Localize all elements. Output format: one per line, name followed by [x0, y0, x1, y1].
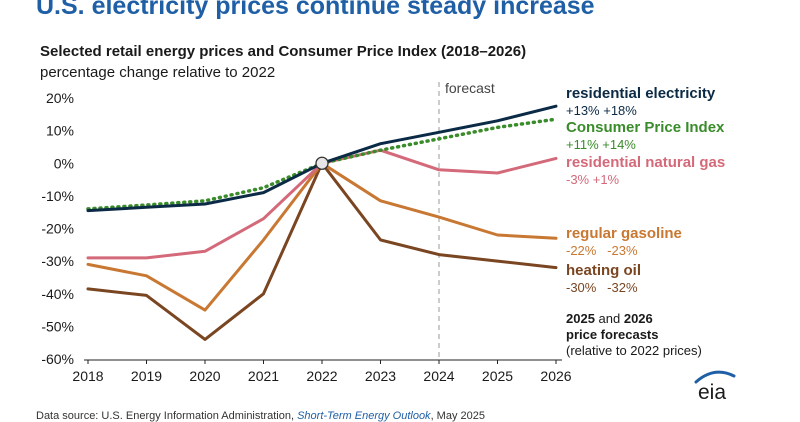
y-tick-label: -60%: [41, 351, 74, 367]
forecast-label: forecast: [445, 80, 495, 96]
series-values-natural-gas: -3% +1%: [566, 172, 620, 187]
x-tick-label: 2019: [131, 368, 162, 384]
footnote-year-b: 2026: [623, 311, 653, 326]
series-name-gasoline: regular gasoline: [566, 225, 682, 242]
series-values-heating-oil: -30% -32%: [566, 280, 638, 295]
series-values-electricity: +13% +18%: [566, 103, 637, 118]
series-name-cpi: Consumer Price Index: [566, 119, 725, 136]
y-tick-label: 10%: [46, 123, 74, 139]
x-tick-label: 2025: [482, 368, 513, 384]
x-tick-label: 2021: [248, 368, 279, 384]
source-note: Data source: U.S. Energy Information Adm…: [36, 410, 485, 422]
footnote-line2: price forecasts: [566, 327, 659, 342]
x-tick-label: 2026: [540, 368, 571, 384]
x-tick-label: 2022: [306, 368, 337, 384]
x-tick-label: 2018: [72, 368, 103, 384]
source-suffix: , May 2025: [430, 410, 485, 422]
series-name-natural-gas: residential natural gas: [566, 154, 725, 171]
series-layer: [86, 104, 558, 341]
y-tick-label: -40%: [41, 286, 74, 302]
x-tick-label: 2023: [365, 368, 396, 384]
series-values-gasoline: -22% -23%: [566, 243, 638, 258]
series-line-heating-oil: [86, 161, 558, 341]
forecast-footnote: 2025 and 2026 price forecasts (relative …: [566, 311, 702, 359]
x-tick-label: 2024: [423, 368, 454, 384]
headline: U.S. electricity prices continue steady …: [36, 0, 595, 20]
series-values-cpi: +11% +14%: [566, 137, 636, 152]
series-label-layer: residential electricity+13% +18%Consumer…: [566, 85, 725, 295]
y-tick-label: -10%: [41, 188, 74, 204]
axis-layer: 20% 10% 0% -10% -20% -30% -40% -50% -60%2018 2019…: [41, 80, 571, 384]
reference-point-marker: [315, 156, 329, 170]
footnote-conj: and: [594, 311, 624, 326]
eia-logo-text: eia: [698, 381, 726, 402]
eia-logo: eia: [694, 370, 736, 402]
y-tick-label: 0%: [54, 155, 74, 171]
source-link[interactable]: Short-Term Energy Outlook: [297, 410, 431, 422]
chart-title: Selected retail energy prices and Consum…: [40, 43, 527, 60]
y-tick-label: -20%: [41, 221, 74, 237]
eia-logo-arc: [694, 370, 736, 384]
footnote-line3: (relative to 2022 prices): [566, 343, 702, 358]
series-line-gasoline: [86, 161, 558, 312]
y-tick-label: -50%: [41, 318, 74, 334]
chart-subtitle: percentage change relative to 2022: [40, 64, 276, 81]
y-tick-label: -30%: [41, 253, 74, 269]
source-prefix: Data source: U.S. Energy Information Adm…: [36, 410, 295, 422]
y-tick-label: 20%: [46, 90, 74, 106]
series-name-electricity: residential electricity: [566, 85, 716, 102]
x-tick-label: 2020: [189, 368, 220, 384]
series-name-heating-oil: heating oil: [566, 262, 641, 279]
footnote-year-a: 2025: [566, 311, 595, 326]
